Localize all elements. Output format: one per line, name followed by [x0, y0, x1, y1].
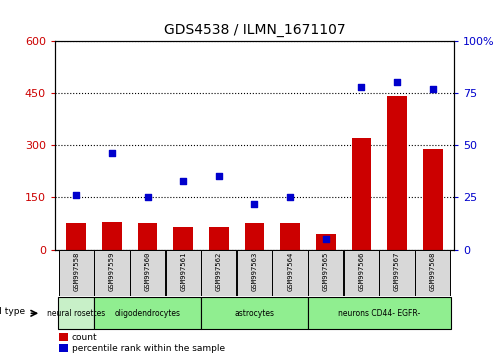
- Point: [393, 80, 401, 85]
- Text: GSM997567: GSM997567: [394, 252, 400, 291]
- Bar: [59, 333, 68, 341]
- Text: neurons CD44- EGFR-: neurons CD44- EGFR-: [338, 309, 420, 318]
- Bar: [138, 223, 157, 250]
- Text: astrocytes: astrocytes: [235, 309, 274, 318]
- Text: GSM997559: GSM997559: [109, 252, 115, 291]
- Bar: [280, 223, 300, 250]
- FancyBboxPatch shape: [201, 250, 237, 296]
- Title: GDS4538 / ILMN_1671107: GDS4538 / ILMN_1671107: [164, 23, 345, 37]
- Bar: [352, 138, 371, 250]
- FancyBboxPatch shape: [94, 297, 201, 329]
- Point: [357, 84, 365, 90]
- Point: [144, 195, 152, 200]
- Text: GSM997563: GSM997563: [251, 252, 257, 291]
- Bar: [102, 222, 122, 250]
- Text: GSM997568: GSM997568: [430, 252, 436, 291]
- Bar: [209, 227, 229, 250]
- FancyBboxPatch shape: [166, 250, 201, 296]
- FancyBboxPatch shape: [237, 250, 272, 296]
- Bar: [66, 223, 86, 250]
- FancyBboxPatch shape: [130, 250, 165, 296]
- Point: [322, 236, 330, 242]
- Text: GSM997565: GSM997565: [323, 252, 329, 291]
- Text: GSM997560: GSM997560: [145, 252, 151, 291]
- Text: GSM997562: GSM997562: [216, 252, 222, 291]
- Text: GSM997564: GSM997564: [287, 252, 293, 291]
- FancyBboxPatch shape: [344, 250, 379, 296]
- FancyBboxPatch shape: [59, 250, 94, 296]
- Text: GSM997558: GSM997558: [73, 252, 79, 291]
- Text: GSM997561: GSM997561: [180, 252, 186, 291]
- Bar: [174, 227, 193, 250]
- FancyBboxPatch shape: [308, 297, 451, 329]
- FancyBboxPatch shape: [415, 250, 451, 296]
- Point: [286, 195, 294, 200]
- FancyBboxPatch shape: [272, 250, 308, 296]
- Bar: [423, 149, 443, 250]
- Point: [215, 173, 223, 179]
- Text: neural rosettes: neural rosettes: [47, 309, 105, 318]
- Point: [179, 178, 187, 183]
- Point: [108, 151, 116, 156]
- FancyBboxPatch shape: [58, 297, 94, 329]
- FancyBboxPatch shape: [201, 297, 308, 329]
- Point: [429, 86, 437, 92]
- FancyBboxPatch shape: [379, 250, 415, 296]
- Bar: [245, 223, 264, 250]
- Point: [250, 201, 258, 206]
- FancyBboxPatch shape: [308, 250, 343, 296]
- FancyBboxPatch shape: [94, 250, 130, 296]
- Bar: [316, 234, 335, 250]
- Text: oligodendrocytes: oligodendrocytes: [115, 309, 181, 318]
- Text: cell type: cell type: [0, 307, 25, 316]
- Point: [72, 193, 80, 198]
- Text: GSM997566: GSM997566: [358, 252, 364, 291]
- Bar: [59, 344, 68, 352]
- Bar: [387, 96, 407, 250]
- Text: count: count: [72, 333, 97, 342]
- Text: percentile rank within the sample: percentile rank within the sample: [72, 343, 225, 353]
